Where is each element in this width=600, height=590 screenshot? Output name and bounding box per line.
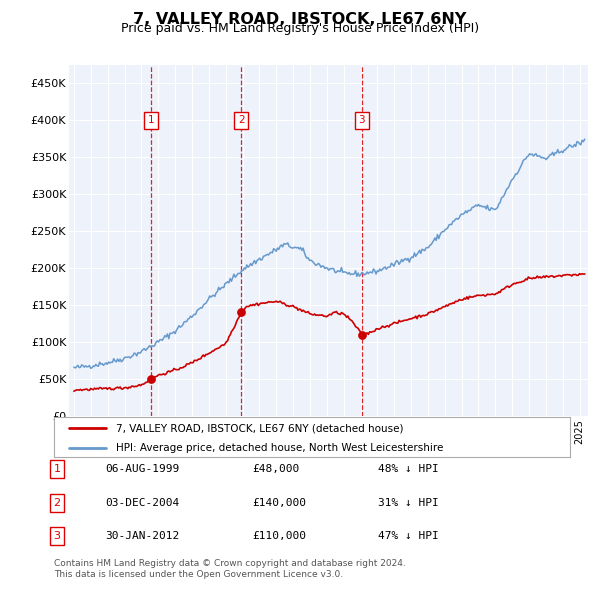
Text: Contains HM Land Registry data © Crown copyright and database right 2024.: Contains HM Land Registry data © Crown c… (54, 559, 406, 568)
Text: 7, VALLEY ROAD, IBSTOCK, LE67 6NY: 7, VALLEY ROAD, IBSTOCK, LE67 6NY (133, 12, 467, 27)
Text: £48,000: £48,000 (252, 464, 299, 474)
Point (357, 330, 367, 339)
Text: This data is licensed under the Open Government Licence v3.0.: This data is licensed under the Open Gov… (54, 571, 343, 579)
Text: £140,000: £140,000 (252, 498, 306, 507)
Text: 2: 2 (238, 115, 244, 125)
Text: 31% ↓ HPI: 31% ↓ HPI (378, 498, 439, 507)
Text: 7, VALLEY ROAD, IBSTOCK, LE67 6NY (detached house): 7, VALLEY ROAD, IBSTOCK, LE67 6NY (detac… (116, 424, 403, 434)
Text: 1: 1 (53, 464, 61, 474)
Text: Price paid vs. HM Land Registry's House Price Index (HPI): Price paid vs. HM Land Registry's House … (121, 22, 479, 35)
Text: 3: 3 (53, 532, 61, 541)
Text: 2: 2 (53, 498, 61, 507)
Text: £110,000: £110,000 (252, 532, 306, 541)
Point (146, 374, 156, 384)
Text: 1: 1 (148, 115, 155, 125)
Text: 06-AUG-1999: 06-AUG-1999 (105, 464, 179, 474)
Text: 03-DEC-2004: 03-DEC-2004 (105, 498, 179, 507)
Text: 48% ↓ HPI: 48% ↓ HPI (378, 464, 439, 474)
Point (236, 308, 246, 317)
Text: 3: 3 (359, 115, 365, 125)
Text: HPI: Average price, detached house, North West Leicestershire: HPI: Average price, detached house, Nort… (116, 444, 443, 454)
Text: 30-JAN-2012: 30-JAN-2012 (105, 532, 179, 541)
Text: 47% ↓ HPI: 47% ↓ HPI (378, 532, 439, 541)
